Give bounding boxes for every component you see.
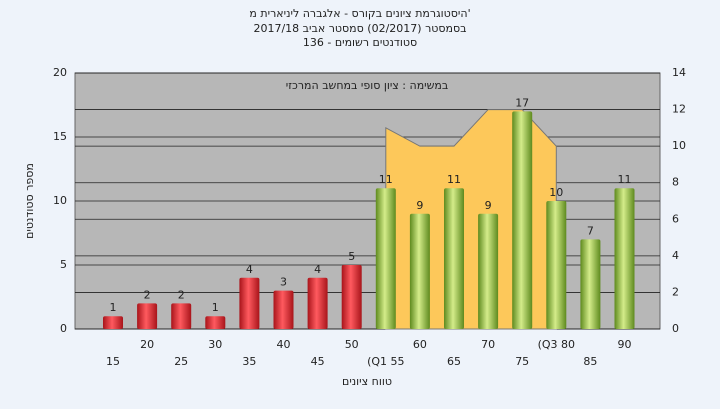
bar — [239, 277, 260, 329]
y2-tick-label: 2 — [672, 285, 679, 298]
x-tick-label: 40 — [277, 338, 291, 351]
value-label: 1 — [212, 301, 219, 314]
x-tick-label: 70 — [481, 338, 495, 351]
x-axis-label: טווח ציונים — [342, 375, 392, 388]
x-tick-label: 90 — [618, 338, 632, 351]
bar — [307, 277, 328, 329]
chart-subtitle: סטודנטים רשומים - 136 — [303, 36, 417, 49]
value-label: 10 — [549, 186, 563, 199]
value-label: 3 — [280, 276, 287, 289]
y2-tick-label: 8 — [672, 176, 679, 189]
y-tick-label: 5 — [60, 258, 67, 271]
y2-tick-label: 0 — [672, 322, 679, 335]
x-tick-label: (Q1 55 — [367, 355, 404, 368]
chart-title: היסטוגרמת ציונים בקורס - אלגברה ליניארית… — [249, 7, 470, 20]
bar — [409, 213, 430, 329]
bar — [205, 316, 226, 329]
bar — [103, 316, 123, 329]
value-label: 7 — [587, 224, 594, 237]
bar — [512, 111, 533, 330]
bar — [171, 303, 192, 329]
value-label: 4 — [246, 263, 253, 276]
bar — [614, 188, 635, 329]
x-tick-label: (Q3 80 — [538, 338, 575, 351]
x-tick-label: 60 — [413, 338, 427, 351]
bar — [444, 188, 464, 329]
value-label: 4 — [314, 263, 321, 276]
bar — [137, 303, 158, 329]
annotation: במשימה : ציון סופי במחשב המרכזי — [286, 79, 449, 92]
x-tick-label: 35 — [242, 355, 256, 368]
y2-tick-label: 6 — [672, 212, 679, 225]
y2-tick-label: 14 — [672, 66, 686, 79]
x-tick-label: 20 — [140, 338, 154, 351]
x-tick-label: 85 — [583, 355, 597, 368]
value-label: 17 — [515, 96, 529, 109]
bar — [273, 290, 294, 329]
value-label: 11 — [447, 173, 461, 186]
value-label: 9 — [416, 199, 423, 212]
x-tick-label: 45 — [311, 355, 325, 368]
bar — [580, 239, 601, 329]
chart-subtitle: בסמסטר (02/2017) סמסטר אביב 2017/18 — [253, 22, 466, 35]
value-label: 11 — [379, 173, 393, 186]
x-tick-label: 65 — [447, 355, 461, 368]
x-tick-label: 15 — [106, 355, 120, 368]
value-label: 1 — [110, 301, 117, 314]
value-label: 2 — [178, 288, 185, 301]
x-tick-label: 25 — [174, 355, 188, 368]
x-tick-label: 75 — [515, 355, 529, 368]
y-tick-label: 20 — [53, 66, 67, 79]
bar — [546, 201, 567, 329]
y-tick-label: 10 — [53, 194, 67, 207]
y2-tick-label: 4 — [672, 249, 679, 262]
y2-tick-label: 12 — [672, 103, 686, 116]
value-label: 5 — [348, 250, 355, 263]
bar — [341, 265, 362, 329]
y-tick-label: 0 — [60, 322, 67, 335]
y-axis-label: מספר סטודנטים — [23, 163, 36, 239]
y2-tick-label: 10 — [672, 139, 686, 152]
value-label: 9 — [485, 199, 492, 212]
value-label: 11 — [618, 173, 632, 186]
x-tick-label: 50 — [345, 338, 359, 351]
bar — [375, 188, 396, 329]
bar — [478, 213, 499, 329]
x-tick-label: 30 — [208, 338, 222, 351]
value-label: 2 — [144, 288, 151, 301]
y-tick-label: 15 — [53, 130, 67, 143]
